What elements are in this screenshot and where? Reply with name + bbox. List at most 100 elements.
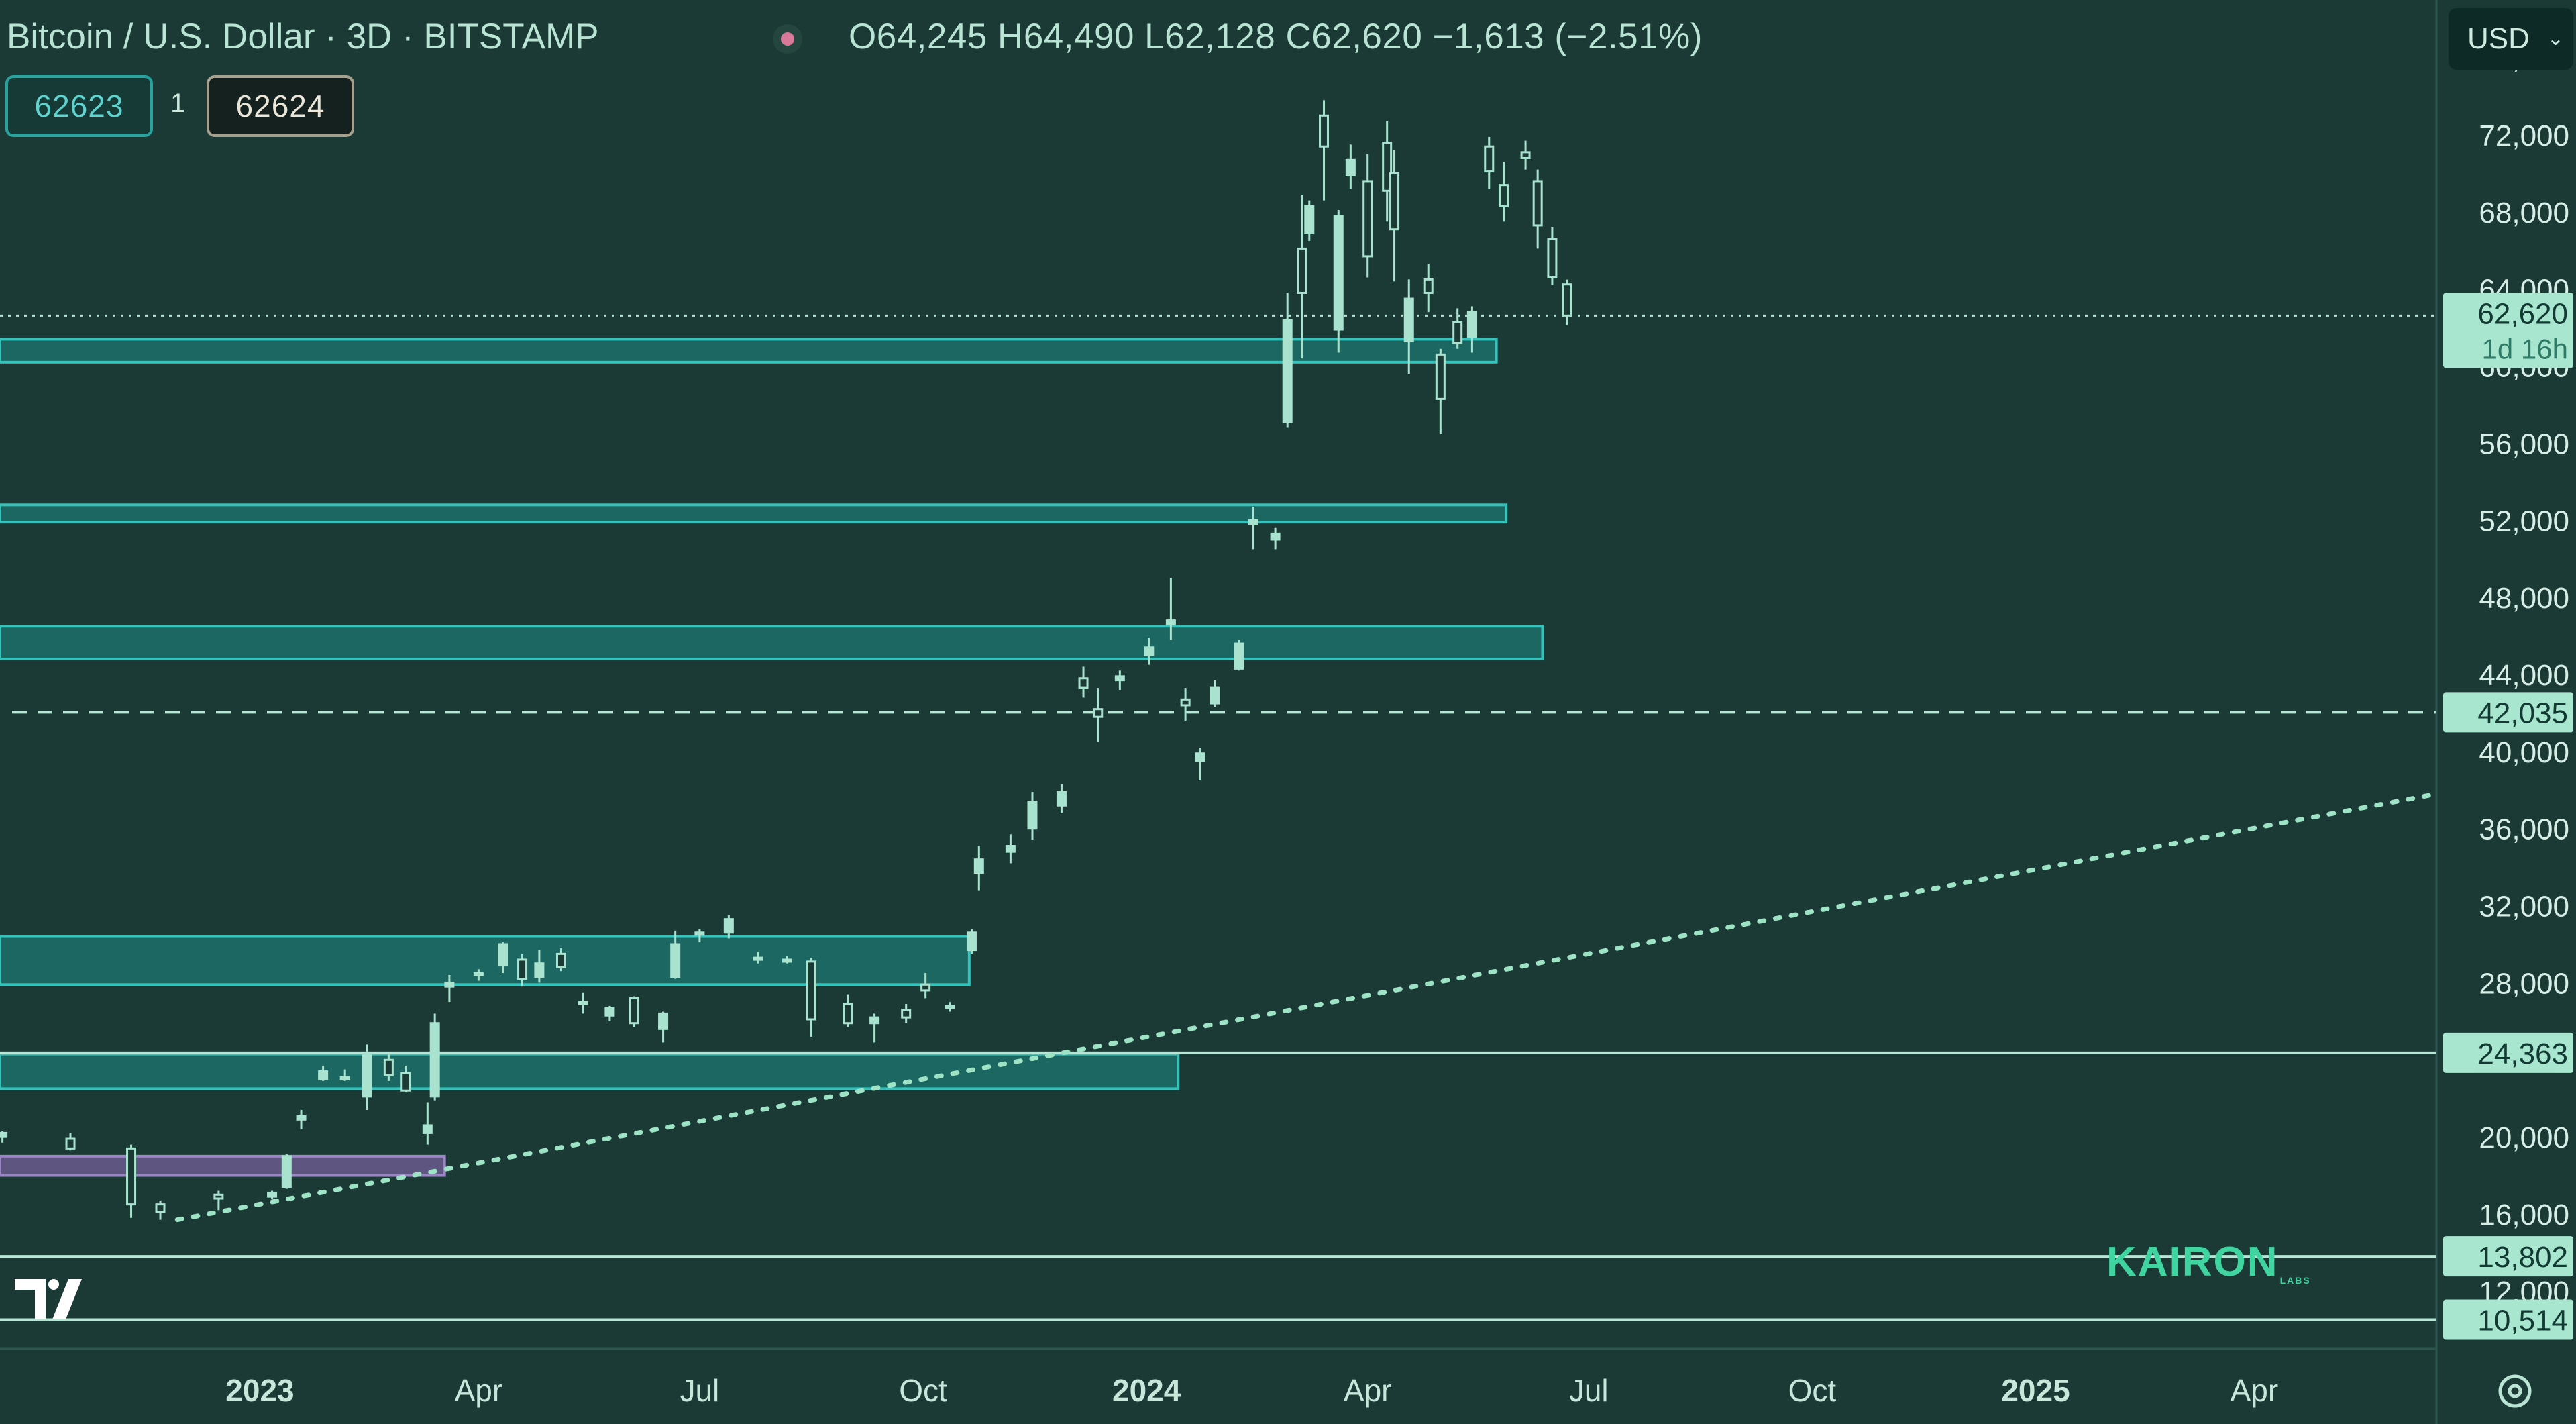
candle-body <box>806 960 816 1021</box>
candle-46 <box>1180 688 1191 721</box>
candle-body <box>782 958 792 963</box>
candle-52 <box>1282 293 1293 428</box>
candle-body <box>1114 675 1125 682</box>
x-tick-label-9: Apr <box>2231 1373 2279 1408</box>
x-tick-label-2: Jul <box>680 1373 719 1408</box>
candle-body <box>1165 619 1176 625</box>
watermark-sub: LABS <box>2279 1275 2311 1286</box>
candle-45 <box>1165 578 1176 640</box>
candle-22 <box>604 1005 615 1021</box>
candle-body <box>400 1072 411 1092</box>
candle-body <box>339 1076 350 1080</box>
candle-61 <box>1403 279 1414 374</box>
candle-29 <box>782 956 792 964</box>
candle-70 <box>1547 227 1558 285</box>
candle-2 <box>126 1144 137 1218</box>
candle-67 <box>1498 162 1509 222</box>
x-tick-label-5: Apr <box>1344 1373 1392 1408</box>
buy-price-button[interactable]: 62624 <box>207 75 354 137</box>
candle-26 <box>694 929 705 943</box>
candle-body <box>1297 247 1307 294</box>
candle-body <box>1210 686 1220 705</box>
candle-7 <box>296 1109 307 1129</box>
candle-54 <box>1304 200 1315 241</box>
chevron-down-icon: ⌄ <box>2546 28 2564 50</box>
candle-13 <box>422 1102 433 1145</box>
x-tick-label-3: Oct <box>899 1373 947 1408</box>
candle-17 <box>498 942 508 974</box>
price-label-3: 13,802 <box>2477 1241 2568 1274</box>
candle-23 <box>629 996 639 1027</box>
candle-63 <box>1435 348 1446 434</box>
candle-body <box>1078 677 1089 689</box>
gear-icon[interactable] <box>2494 1370 2536 1412</box>
candle-24 <box>658 1011 669 1043</box>
order-quantity[interactable]: 1 <box>170 89 186 118</box>
candle-42 <box>1093 688 1104 742</box>
candle-64 <box>1452 308 1463 349</box>
price-label-box-0 <box>2443 293 2573 368</box>
candle-44 <box>1144 638 1155 665</box>
candle-18 <box>517 954 528 987</box>
candle-49 <box>1234 640 1244 671</box>
trend-line <box>174 791 2439 1223</box>
candle-32 <box>869 1013 880 1043</box>
support-zone-1 <box>0 503 1508 524</box>
candle-body <box>1093 708 1104 718</box>
y-tick-label-9: 52,000 <box>2479 505 2569 538</box>
candle-body <box>0 1131 8 1138</box>
candle-body <box>843 1003 853 1025</box>
currency-selector[interactable]: USD ⌄ <box>2449 8 2573 70</box>
candle-body <box>281 1155 292 1188</box>
candle-36 <box>966 929 977 954</box>
candle-body <box>318 1070 329 1080</box>
y-tick-label-2: 20,000 <box>2479 1121 2569 1154</box>
candle-body <box>362 1053 372 1098</box>
countdown-label: 1d 16h <box>2482 333 2568 364</box>
candle-56 <box>1333 209 1344 353</box>
y-tick-label-13: 68,000 <box>2479 197 2569 230</box>
x-tick-label-7: Oct <box>1788 1373 1837 1408</box>
tradingview-logo[interactable] <box>12 1275 95 1323</box>
candle-body <box>1520 151 1531 159</box>
price-label-box-4 <box>2443 1299 2573 1340</box>
candle-0 <box>0 1131 8 1143</box>
candle-body <box>604 1007 615 1017</box>
sell-price-button[interactable]: 62623 <box>5 75 153 137</box>
candle-21 <box>578 992 588 1014</box>
candle-body <box>1056 791 1067 807</box>
support-zone-4 <box>0 1052 1180 1090</box>
candle-48 <box>1210 680 1220 707</box>
candle-body <box>473 972 484 976</box>
x-tick-label-1: Apr <box>455 1373 503 1408</box>
candle-33 <box>901 1004 912 1023</box>
price-label-4: 10,514 <box>2477 1305 2568 1337</box>
candle-43 <box>1114 670 1125 690</box>
candle-15 <box>444 974 455 1003</box>
candle-11 <box>383 1054 394 1081</box>
price-label-2: 24,363 <box>2477 1037 2568 1070</box>
candle-39 <box>1027 792 1038 840</box>
support-zone-3 <box>0 935 971 986</box>
candle-60 <box>1389 150 1400 282</box>
candle-38 <box>1005 834 1016 864</box>
candle-body <box>1180 698 1191 707</box>
candle-16 <box>473 969 484 981</box>
candle-body <box>723 918 734 934</box>
candle-body <box>1362 180 1373 258</box>
candle-body <box>498 943 508 967</box>
y-tick-label-5: 36,000 <box>2479 813 2569 846</box>
candle-5 <box>267 1190 278 1199</box>
watermark-brand: KAIRON <box>2106 1239 2279 1285</box>
candle-body <box>1382 141 1393 192</box>
candle-59 <box>1382 121 1393 222</box>
symbol-title[interactable]: Bitcoin / U.S. Dollar · 3D · BITSTAMP <box>7 16 599 56</box>
candle-body <box>1333 215 1344 331</box>
candle-body <box>534 962 545 978</box>
candle-9 <box>339 1069 350 1081</box>
plot-area <box>0 0 2436 1349</box>
candle-body <box>1403 297 1414 342</box>
candle-body <box>1234 642 1244 670</box>
candle-50 <box>1248 507 1259 550</box>
